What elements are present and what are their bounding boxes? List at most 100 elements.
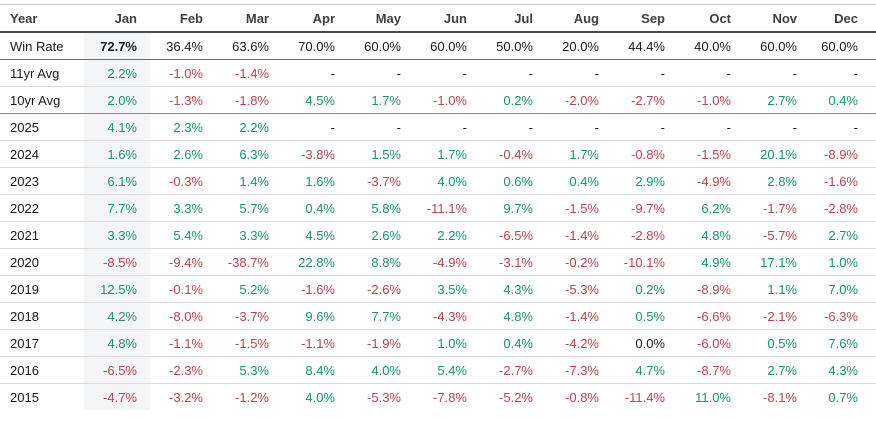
cell-2020-jun: -4.9%	[433, 254, 467, 270]
cell-2022-jul: 9.7%	[503, 200, 533, 216]
row-label-2017: 2017	[10, 335, 39, 351]
cell-2023-apr: 1.6%	[305, 173, 335, 189]
table-row-2018: 2018 4.2% -8.0% -3.7% 9.6% 7.7% -4.3% 4.8% -1.4%…	[0, 302, 876, 330]
cell-2024-jan: 1.6%	[84, 140, 150, 168]
column-header-feb: Feb	[179, 10, 203, 26]
cell-11yr-avg-aug: -	[594, 65, 599, 81]
cell-2023-aug: 0.4%	[569, 173, 599, 189]
cell-2020-feb: -9.4%	[169, 254, 203, 270]
cell-11yr-avg-oct: -	[726, 65, 731, 81]
cell-2016-aug: -7.3%	[565, 362, 599, 378]
row-label-2023: 2023	[10, 173, 39, 189]
cell-2020-may: 8.8%	[371, 254, 401, 270]
cell-2020-sep: -10.1%	[623, 254, 665, 270]
cell-2016-nov: 2.7%	[767, 362, 797, 378]
column-header-apr: Apr	[312, 10, 335, 26]
cell-2018-sep: 0.5%	[635, 308, 665, 324]
cell-win-rate-aug: 20.0%	[562, 38, 599, 54]
cell-2020-jul: -3.1%	[499, 254, 533, 270]
cell-2024-apr: -3.8%	[301, 146, 335, 162]
column-header-oct: Oct	[709, 10, 731, 26]
table-row-10yr-avg: 10yr Avg 2.0% -1.3% -1.8% 4.5% 1.7% -1.0% 0.2% -…	[0, 86, 876, 114]
cell-2024-jul: -0.4%	[499, 146, 533, 162]
cell-2025-feb: 2.3%	[173, 119, 203, 135]
cell-2025-nov: -	[792, 119, 797, 135]
cell-11yr-avg-feb: -1.0%	[169, 65, 203, 81]
column-header-may: May	[375, 10, 401, 26]
cell-2021-feb: 5.4%	[173, 227, 203, 243]
cell-2022-may: 5.8%	[371, 200, 401, 216]
cell-2018-jun: -4.3%	[433, 308, 467, 324]
cell-2016-jan: -6.5%	[84, 356, 150, 384]
cell-11yr-avg-jun: -	[462, 65, 467, 81]
cell-2025-jan: 4.1%	[84, 113, 150, 141]
cell-2024-aug: 1.7%	[569, 146, 599, 162]
table-row-2025: 2025 4.1% 2.3% 2.2% - - - - - - - - -	[0, 113, 876, 141]
row-label-2020: 2020	[10, 254, 39, 270]
row-label-10yr-avg: 10yr Avg	[10, 92, 61, 108]
table-row-2024: 2024 1.6% 2.6% 6.3% -3.8% 1.5% 1.7% -0.4% 1.7% -0…	[0, 140, 876, 168]
cell-2016-feb: -2.3%	[169, 362, 203, 378]
cell-2025-oct: -	[726, 119, 731, 135]
cell-2024-mar: 6.3%	[239, 146, 269, 162]
cell-2015-jan: -4.7%	[84, 383, 150, 410]
cell-10yr-avg-dec: 0.4%	[828, 92, 858, 108]
cell-2015-dec: 0.7%	[828, 389, 858, 405]
cell-2022-dec: -2.8%	[824, 200, 858, 216]
cell-2015-oct: 11.0%	[695, 389, 731, 405]
cell-2022-mar: 5.7%	[239, 200, 269, 216]
cell-2025-sep: -	[660, 119, 665, 135]
cell-2023-jun: 4.0%	[437, 173, 467, 189]
cell-win-rate-may: 60.0%	[364, 38, 401, 54]
column-header-jul: Jul	[514, 10, 533, 26]
cell-2022-oct: 6.2%	[701, 200, 731, 216]
cell-win-rate-feb: 36.4%	[166, 38, 203, 54]
cell-2021-mar: 3.3%	[239, 227, 269, 243]
table-row-2016: 2016 -6.5% -2.3% 5.3% 8.4% 4.0% 5.4% -2.7% -7.3%…	[0, 356, 876, 384]
cell-2021-jul: -6.5%	[499, 227, 533, 243]
cell-2021-jan: 3.3%	[84, 221, 150, 249]
column-header-nov: Nov	[772, 10, 797, 26]
cell-2017-aug: -4.2%	[565, 335, 599, 351]
row-label-2016: 2016	[10, 362, 39, 378]
cell-2020-oct: 4.9%	[701, 254, 731, 270]
cell-2024-dec: -8.9%	[824, 146, 858, 162]
cell-2023-sep: 2.9%	[635, 173, 665, 189]
table-row-2020: 2020 -8.5% -9.4% -38.7% 22.8% 8.8% -4.9% -3.1% -…	[0, 248, 876, 276]
cell-win-rate-jan: 72.7%	[84, 32, 150, 60]
cell-2021-sep: -2.8%	[631, 227, 665, 243]
cell-win-rate-dec: 60.0%	[821, 38, 858, 54]
cell-2025-may: -	[396, 119, 401, 135]
column-header-jan: Jan	[114, 10, 137, 26]
header-row: Year Jan Feb Mar Apr May Jun Jul Aug Sep Oct Nov Dec	[0, 4, 876, 32]
cell-2017-jul: 0.4%	[503, 335, 533, 351]
table-row-2023: 2023 6.1% -0.3% 1.4% 1.6% -3.7% 4.0% 0.6% 0.4% 2.…	[0, 167, 876, 195]
cell-11yr-avg-apr: -	[330, 65, 335, 81]
cell-2023-jan: 6.1%	[84, 167, 150, 195]
cell-2017-sep: 0.0%	[635, 335, 665, 351]
cell-2019-jul: 4.3%	[503, 281, 533, 297]
cell-win-rate-mar: 63.6%	[232, 38, 269, 54]
cell-2020-mar: -38.7%	[227, 254, 269, 270]
row-label-11yr-avg: 11yr Avg	[10, 65, 60, 81]
cell-2016-sep: 4.7%	[635, 362, 665, 378]
table-body: Win Rate 72.7% 36.4% 63.6% 70.0% 60.0% 60.0% 50…	[0, 32, 876, 410]
cell-2019-feb: -0.1%	[169, 281, 203, 297]
row-label-2024: 2024	[10, 146, 39, 162]
cell-2019-jan: 12.5%	[84, 275, 150, 303]
cell-2022-jun: -11.1%	[426, 200, 467, 216]
cell-2016-jun: 5.4%	[437, 362, 467, 378]
cell-2023-mar: 1.4%	[239, 173, 269, 189]
cell-2023-nov: 2.8%	[767, 173, 797, 189]
seasonality-table-container: Year Jan Feb Mar Apr May Jun Jul Aug Sep Oct Nov Dec…	[0, 4, 876, 410]
row-label-2025: 2025	[10, 119, 39, 135]
cell-10yr-avg-jul: 0.2%	[503, 92, 533, 108]
cell-11yr-avg-jul: -	[528, 65, 533, 81]
row-label-2015: 2015	[10, 389, 39, 405]
cell-2016-may: 4.0%	[371, 362, 401, 378]
cell-2015-mar: -1.2%	[235, 389, 269, 405]
cell-2022-nov: -1.7%	[763, 200, 797, 216]
cell-2016-mar: 5.3%	[239, 362, 269, 378]
cell-win-rate-sep: 44.4%	[628, 38, 665, 54]
monthly-seasonality-table: Year Jan Feb Mar Apr May Jun Jul Aug Sep Oct Nov Dec…	[0, 4, 876, 410]
